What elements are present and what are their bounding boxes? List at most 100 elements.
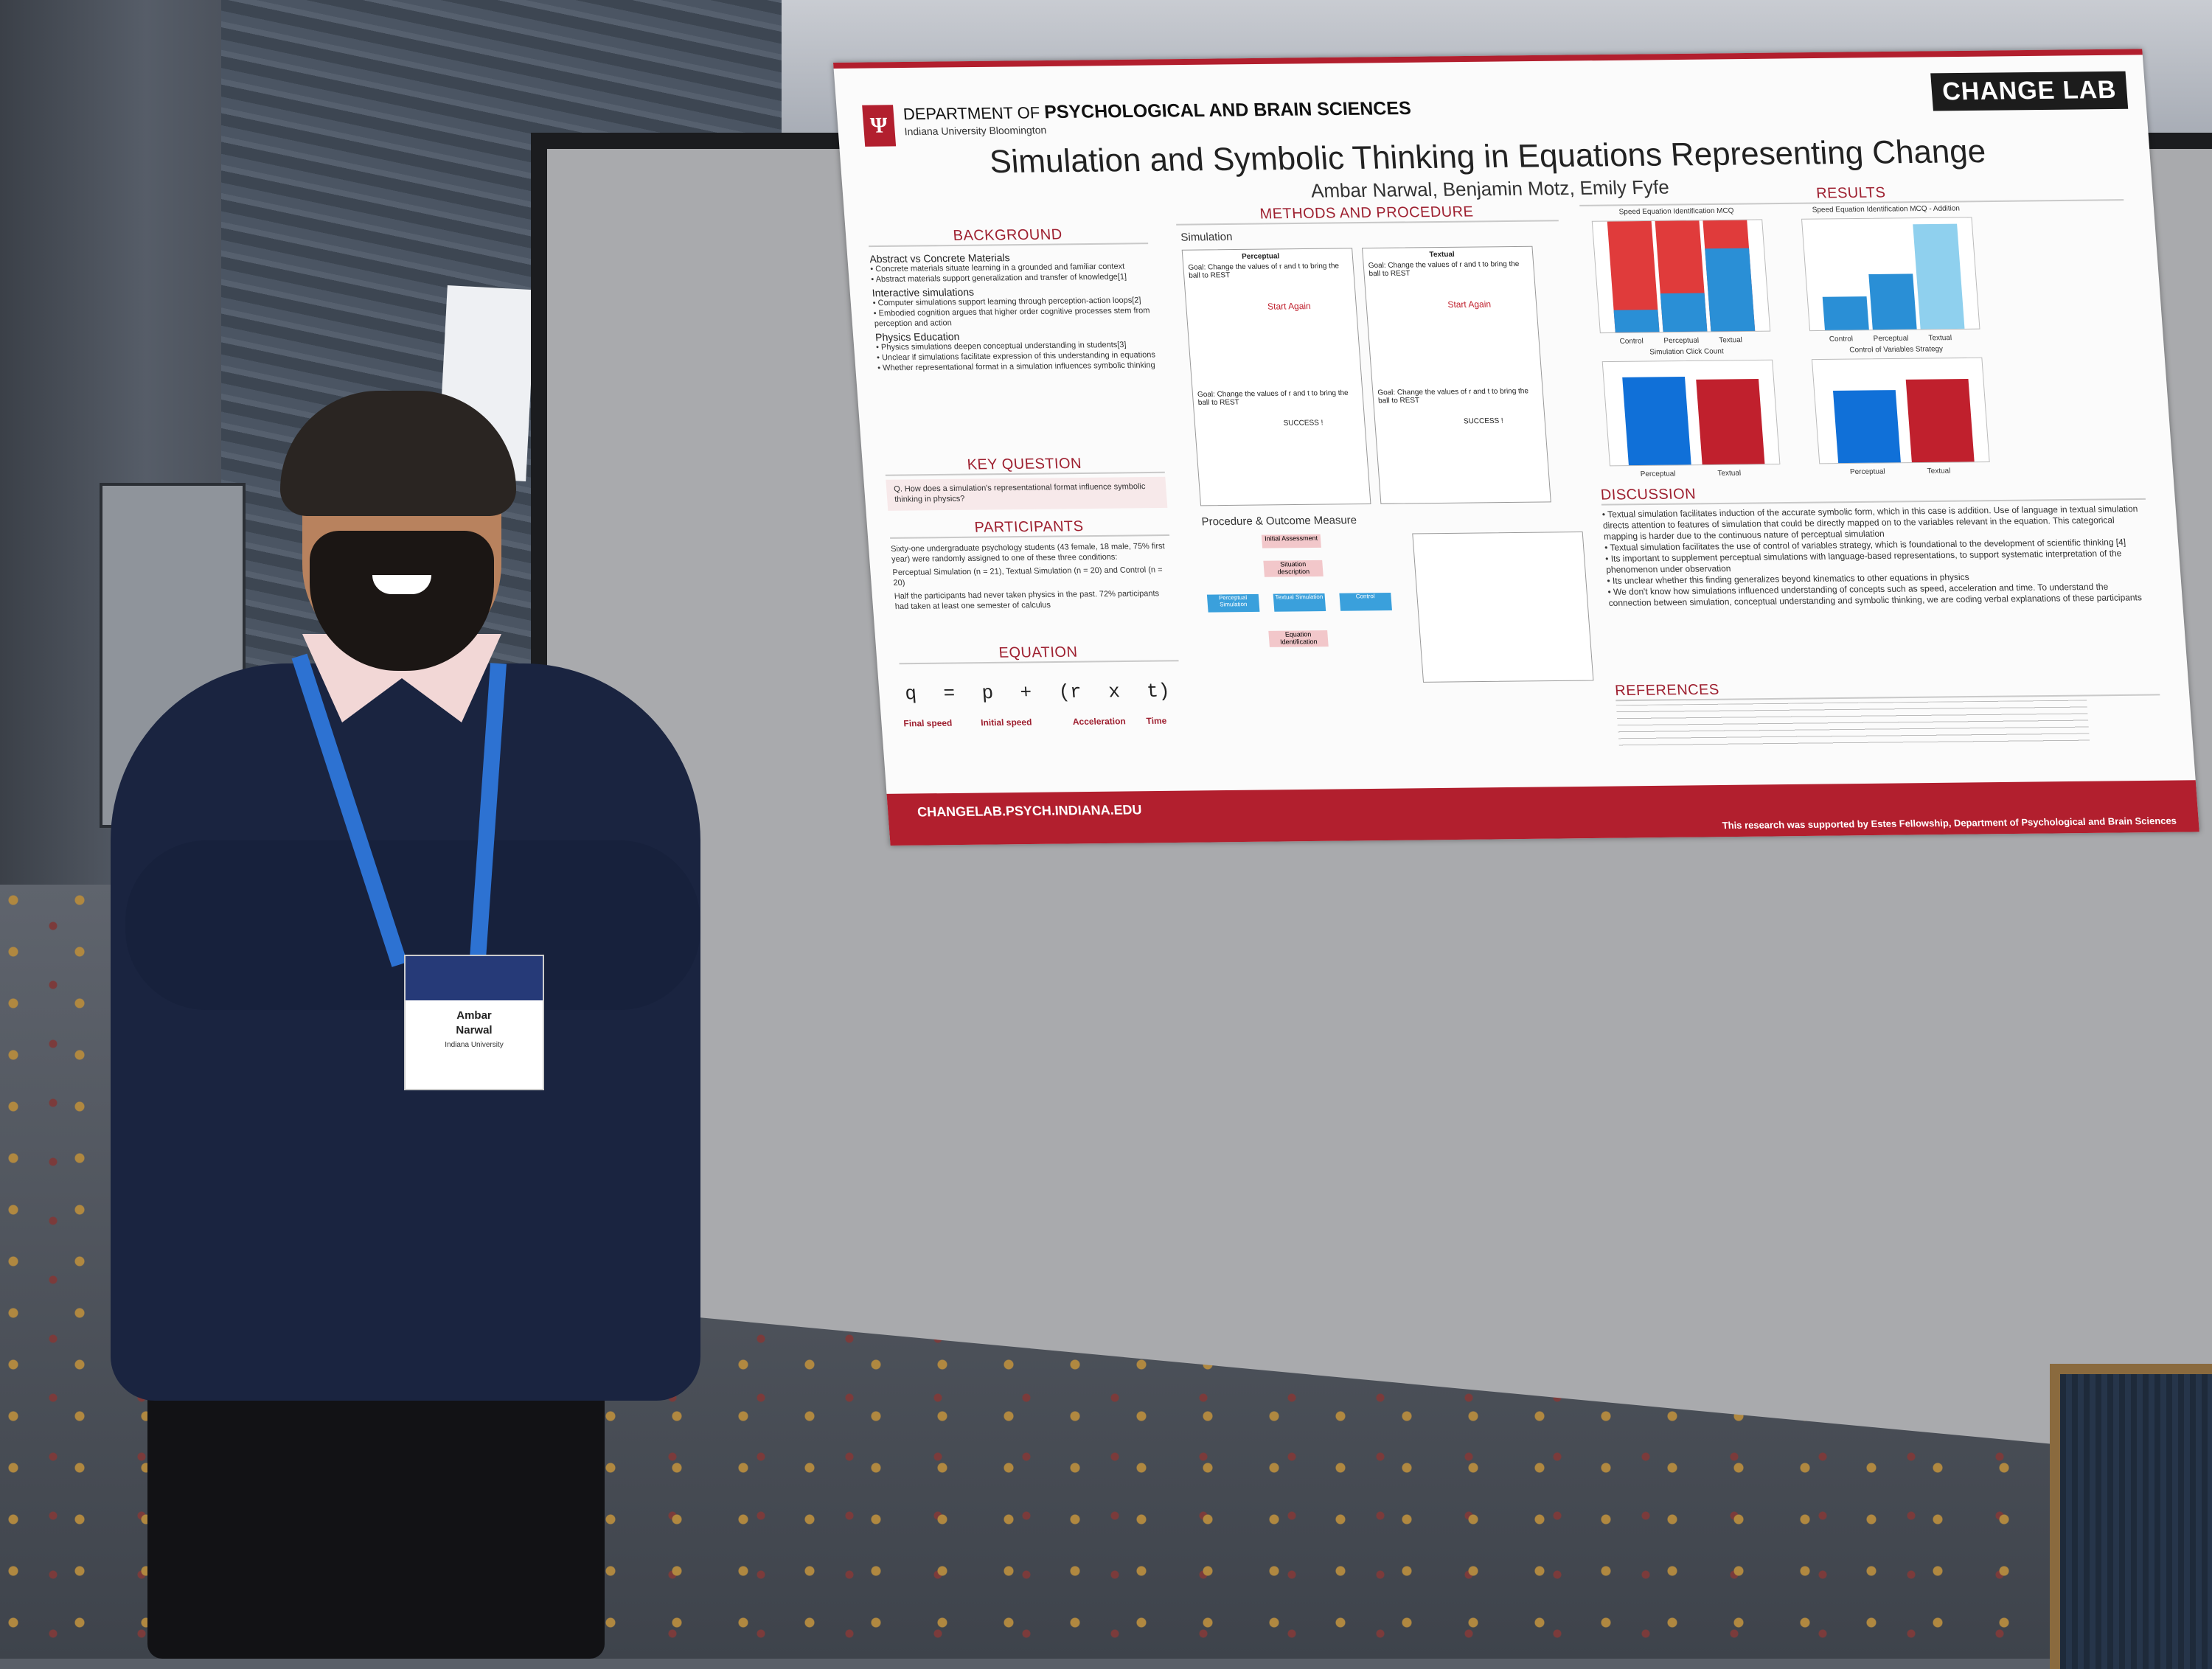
chart4-x-perceptual: Perceptual <box>1849 467 1886 477</box>
bar4-textual <box>1905 378 1975 463</box>
bar2-perceptual <box>1868 273 1917 330</box>
bar-control-blue <box>1613 310 1660 332</box>
chart2-x-control: Control <box>1829 335 1854 344</box>
bar4-perceptual <box>1832 390 1901 464</box>
chart3-x-perceptual: Perceptual <box>1640 470 1676 479</box>
bar2-textual <box>1913 223 1965 330</box>
chart-control-variables: Control of Variables Strategy Perceptual… <box>1811 345 1990 476</box>
flow-situation: Situation description <box>1263 560 1324 577</box>
name-badge: Ambar Narwal Indiana University <box>404 955 544 1090</box>
perceptual-title: Perceptual <box>1241 252 1280 261</box>
simulation-label: Simulation <box>1180 230 1233 244</box>
equation-labels: Final speed Initial speed Acceleration T… <box>903 716 1177 735</box>
chart4-title: Control of Variables Strategy <box>1848 345 1944 355</box>
badge-first-name: Ambar <box>456 1009 492 1022</box>
chair <box>2050 1364 2212 1669</box>
chart2-x-textual: Textual <box>1928 334 1952 343</box>
bar-textual-blue <box>1705 248 1756 332</box>
perceptual-success: SUCCESS ! <box>1283 419 1324 428</box>
background-b2: • Abstract materials support generalizat… <box>871 272 1127 285</box>
methods-heading: METHODS AND PROCEDURE <box>1175 203 1559 226</box>
chart3-title: Simulation Click Count <box>1649 347 1725 357</box>
eq-t: t) <box>1146 680 1171 703</box>
textual-success: SUCCESS ! <box>1463 417 1504 426</box>
badge-banner <box>406 956 543 1000</box>
chart4-x-textual: Textual <box>1927 467 1951 475</box>
chart3-x-textual: Textual <box>1717 469 1742 478</box>
speed-equation: q = p + (r x t) <box>904 680 1171 712</box>
references-heading: REFERENCES <box>1614 677 2160 702</box>
bar-perceptual-blue <box>1660 292 1708 332</box>
discussion-d5: • We don't know how simulations influenc… <box>1607 581 2143 608</box>
discussion-d1: • Textual simulation facilitates inducti… <box>1601 504 2138 542</box>
footer-url: CHANGELAB.PSYCH.INDIANA.EDU <box>917 802 1143 820</box>
flow-perceptual: Perceptual Simulation <box>1206 593 1260 613</box>
iu-trident-logo: Ψ <box>862 105 897 147</box>
textual-goal: Goal: Change the values of r and t to br… <box>1368 259 1520 279</box>
department-heading: DEPARTMENT OF PSYCHOLOGICAL AND BRAIN SC… <box>902 98 1412 125</box>
bar3-textual <box>1696 379 1765 465</box>
flow-control: Control <box>1339 592 1392 611</box>
equation-heading: EQUATION <box>897 643 1179 665</box>
participants-p1: Sixty-one undergraduate psychology stude… <box>890 542 1165 564</box>
participants-heading: PARTICIPANTS <box>888 517 1170 539</box>
department-prefix: DEPARTMENT OF <box>902 103 1041 124</box>
textual-start-again: Start Again <box>1447 299 1492 310</box>
perceptual-sim-panel: Perceptual Goal: Change the values of r … <box>1181 248 1371 506</box>
person-hair <box>280 391 516 516</box>
changelab-logo: CHANGE LAB <box>1930 71 2129 111</box>
participants-p2: Perceptual Simulation (n = 21), Textual … <box>892 565 1163 588</box>
textual-goal-2: Goal: Change the values of r and t to br… <box>1377 387 1529 405</box>
eq-times: x <box>1107 680 1121 703</box>
eq-plus: + <box>1019 681 1033 704</box>
background-b7: • Whether representational format in a s… <box>877 360 1156 373</box>
research-poster: Ψ DEPARTMENT OF PSYCHOLOGICAL AND BRAIN … <box>833 49 2199 846</box>
chart1-title: Speed Equation Identification MCQ <box>1618 206 1734 217</box>
eq-r: (r <box>1057 680 1082 704</box>
participants-p3: Half the participants had never taken ph… <box>894 589 1160 612</box>
background-text: Abstract vs Concrete Materials • Concret… <box>869 248 1158 373</box>
perceptual-goal: Goal: Change the values of r and t to br… <box>1188 262 1340 280</box>
flow-textual: Textual Simulation <box>1273 593 1326 612</box>
chart1-x-control: Control <box>1619 337 1644 346</box>
flow-initial-assessment: Initial Assessment <box>1261 534 1321 548</box>
flow-equation-id: Equation Identification <box>1268 630 1329 647</box>
label-time: Time <box>1146 715 1167 726</box>
chart-mcq-proportions: Speed Equation Identification MCQ Contro… <box>1591 207 1771 346</box>
perceptual-goal-2: Goal: Change the values of r and t to br… <box>1197 388 1349 408</box>
chart-mcq-addition: Speed Equation Identification MCQ - Addi… <box>1801 204 1980 344</box>
textual-title: Textual <box>1429 250 1455 259</box>
eq-p: p <box>981 681 995 705</box>
background-heading: BACKGROUND <box>867 226 1149 248</box>
person-smile <box>372 575 431 594</box>
background-b4: • Embodied cognition argues that higher … <box>873 306 1150 329</box>
key-question-heading: KEY QUESTION <box>884 454 1165 476</box>
perceptual-start-again: Start Again <box>1267 301 1312 312</box>
person-beard <box>310 531 494 671</box>
badge-last-name: Narwal <box>456 1024 493 1036</box>
department-name: PSYCHOLOGICAL AND BRAIN SCIENCES <box>1043 97 1412 123</box>
bar3-perceptual <box>1622 377 1691 466</box>
bar2-control <box>1822 296 1869 330</box>
chart1-x-textual: Textual <box>1718 336 1743 345</box>
label-initial-speed: Initial speed <box>980 717 1032 728</box>
procedure-label: Procedure & Outcome Measure <box>1201 514 1357 529</box>
label-acceleration: Acceleration <box>1072 716 1127 728</box>
participants-text: Sixty-one undergraduate psychology stude… <box>891 541 1175 612</box>
chart-click-count: Simulation Click Count Perceptual Textua… <box>1601 347 1781 478</box>
textual-sim-panel: Textual Goal: Change the values of r and… <box>1362 245 1551 504</box>
discussion-heading: DISCUSSION <box>1600 481 2146 506</box>
badge-organization: Indiana University <box>445 1041 504 1049</box>
references-list <box>1615 700 2090 750</box>
chart2-x-perceptual: Perceptual <box>1873 334 1909 344</box>
mcq-screenshot <box>1412 532 1594 683</box>
key-question-box: Q. How does a simulation's representatio… <box>886 476 1168 511</box>
eq-q: q <box>904 683 918 705</box>
discussion-text: • Textual simulation facilitates inducti… <box>1601 504 2153 609</box>
chart2-title: Speed Equation Identification MCQ - Addi… <box>1812 204 1961 215</box>
key-question-text: Q. How does a simulation's representatio… <box>893 482 1146 504</box>
eq-equals: = <box>942 682 956 705</box>
label-final-speed: Final speed <box>902 717 953 729</box>
procedure-flowchart: Initial Assessment Situation description… <box>1203 534 1405 683</box>
chart1-x-perceptual: Perceptual <box>1663 336 1700 346</box>
